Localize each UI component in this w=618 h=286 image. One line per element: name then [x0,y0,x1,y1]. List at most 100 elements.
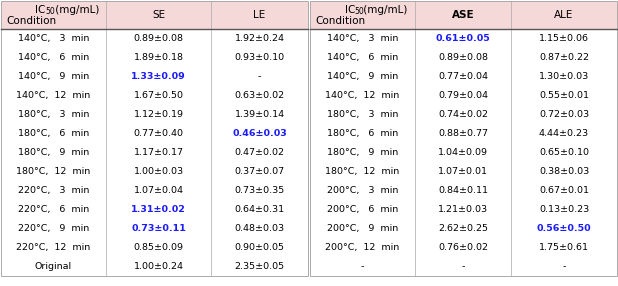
Text: 0.74±0.02: 0.74±0.02 [438,110,488,119]
Text: 220°C,  12  min: 220°C, 12 min [16,243,91,252]
Text: 0.79±0.04: 0.79±0.04 [438,91,488,100]
Text: 180°C,   6  min: 180°C, 6 min [327,129,398,138]
Bar [1,162,308,181]
Text: 0.55±0.01: 0.55±0.01 [539,91,589,100]
Bar [1,181,308,200]
Text: 50: 50 [355,7,364,17]
Text: 0.64±0.31: 0.64±0.31 [234,205,284,214]
Text: IC: IC [35,5,46,15]
Bar [1,219,308,238]
Text: 1.39±0.14: 1.39±0.14 [234,110,284,119]
Text: 0.77±0.40: 0.77±0.40 [133,129,184,138]
Bar [1,48,308,67]
Bar [310,67,617,86]
Text: IC: IC [344,5,355,15]
Text: 1.00±0.24: 1.00±0.24 [133,262,184,271]
Text: 1.89±0.18: 1.89±0.18 [133,53,184,62]
Text: 1.07±0.04: 1.07±0.04 [133,186,184,195]
Text: 0.13±0.23: 0.13±0.23 [539,205,589,214]
Text: 0.47±0.02: 0.47±0.02 [234,148,284,157]
Bar [1,29,308,48]
Text: 0.76±0.02: 0.76±0.02 [438,243,488,252]
Text: 140°C,   6  min: 140°C, 6 min [327,53,398,62]
Bar [1,86,308,105]
Text: 0.65±0.10: 0.65±0.10 [539,148,589,157]
Bar [1,143,308,162]
Text: 220°C,   6  min: 220°C, 6 min [18,205,89,214]
Text: 0.73±0.11: 0.73±0.11 [131,224,186,233]
Text: 1.00±0.03: 1.00±0.03 [133,167,184,176]
Bar [1,1,308,29]
Text: SE: SE [152,10,165,20]
Text: 140°C,   9  min: 140°C, 9 min [18,72,89,81]
Bar [1,238,308,257]
Text: 2.35±0.05: 2.35±0.05 [234,262,284,271]
Text: 0.56±0.50: 0.56±0.50 [536,224,591,233]
Text: 0.67±0.01: 0.67±0.01 [539,186,589,195]
Text: 0.89±0.08: 0.89±0.08 [133,34,184,43]
Text: 1.75±0.61: 1.75±0.61 [539,243,589,252]
Text: Condition: Condition [6,16,56,26]
Bar [310,257,617,276]
Text: 0.77±0.04: 0.77±0.04 [438,72,488,81]
Text: ALE: ALE [554,10,574,20]
Text: -: - [258,72,261,81]
Text: LE: LE [253,10,266,20]
Text: 0.38±0.03: 0.38±0.03 [539,167,589,176]
Text: 140°C,  12  min: 140°C, 12 min [325,91,400,100]
Text: -: - [562,262,565,271]
Text: 180°C,   3  min: 180°C, 3 min [327,110,398,119]
Text: Condition: Condition [315,16,365,26]
Text: 0.72±0.03: 0.72±0.03 [539,110,589,119]
Text: 140°C,  12  min: 140°C, 12 min [16,91,91,100]
Text: 180°C,   9  min: 180°C, 9 min [327,148,398,157]
Text: 4.44±0.23: 4.44±0.23 [539,129,589,138]
Text: 220°C,   3  min: 220°C, 3 min [18,186,89,195]
Text: 140°C,   6  min: 140°C, 6 min [18,53,89,62]
Text: 140°C,   9  min: 140°C, 9 min [327,72,398,81]
Bar [310,48,617,67]
Bar [310,1,617,276]
Bar [310,29,617,48]
Text: 200°C,  12  min: 200°C, 12 min [325,243,400,252]
Text: 1.07±0.01: 1.07±0.01 [438,167,488,176]
Text: -: - [361,262,364,271]
Bar [310,200,617,219]
Bar [310,124,617,143]
Bar [310,181,617,200]
Bar [310,219,617,238]
Text: (mg/mL): (mg/mL) [51,5,99,15]
Text: 0.61±0.05: 0.61±0.05 [436,34,490,43]
Text: 0.85±0.09: 0.85±0.09 [133,243,184,252]
Text: 220°C,   9  min: 220°C, 9 min [18,224,89,233]
Text: 180°C,   3  min: 180°C, 3 min [18,110,89,119]
Bar [310,86,617,105]
Bar [1,257,308,276]
Text: 1.31±0.02: 1.31±0.02 [131,205,186,214]
Bar [1,124,308,143]
Text: Original: Original [35,262,72,271]
Text: 200°C,   9  min: 200°C, 9 min [327,224,398,233]
Text: -: - [461,262,465,271]
Text: 0.48±0.03: 0.48±0.03 [234,224,284,233]
Bar [310,162,617,181]
Text: 200°C,   6  min: 200°C, 6 min [327,205,398,214]
Text: 1.33±0.09: 1.33±0.09 [131,72,186,81]
Text: 180°C,  12  min: 180°C, 12 min [325,167,400,176]
Bar [1,200,308,219]
Text: 0.46±0.03: 0.46±0.03 [232,129,287,138]
Text: 0.90±0.05: 0.90±0.05 [234,243,284,252]
Text: 140°C,   3  min: 140°C, 3 min [327,34,398,43]
Text: 0.93±0.10: 0.93±0.10 [234,53,284,62]
Text: 1.30±0.03: 1.30±0.03 [539,72,589,81]
Bar [310,105,617,124]
Text: 1.17±0.17: 1.17±0.17 [133,148,184,157]
Text: 1.92±0.24: 1.92±0.24 [234,34,284,43]
Text: 1.04±0.09: 1.04±0.09 [438,148,488,157]
Text: 50: 50 [46,7,55,17]
Bar [310,238,617,257]
Text: 140°C,   3  min: 140°C, 3 min [18,34,89,43]
Text: 0.89±0.08: 0.89±0.08 [438,53,488,62]
Text: ASE: ASE [452,10,474,20]
Text: 180°C,  12  min: 180°C, 12 min [16,167,91,176]
